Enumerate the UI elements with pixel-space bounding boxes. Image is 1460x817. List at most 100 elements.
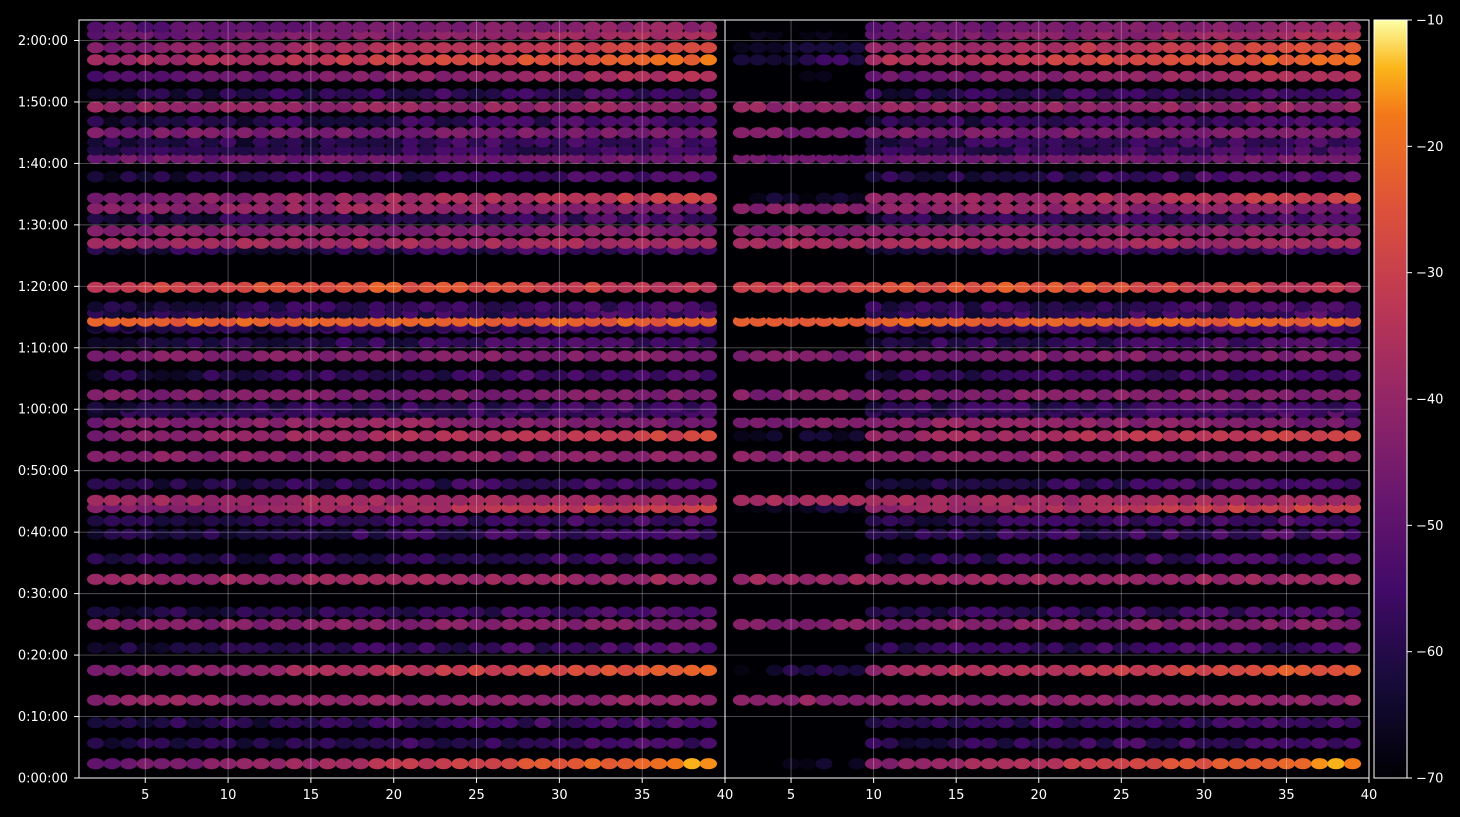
heatmap-cell xyxy=(699,369,718,381)
heatmap-cell xyxy=(202,101,221,113)
heatmap-cell xyxy=(517,88,535,100)
heatmap-cell xyxy=(699,213,718,225)
heatmap-cell xyxy=(865,171,883,183)
heatmap-cell xyxy=(269,515,287,527)
heatmap-cell xyxy=(136,642,154,654)
heatmap-cell xyxy=(997,315,1015,327)
heatmap-cell xyxy=(318,281,337,293)
heatmap-cell xyxy=(467,664,486,677)
heatmap-cell xyxy=(914,237,932,249)
heatmap-cell xyxy=(534,553,552,565)
heatmap-cell xyxy=(799,642,817,654)
heatmap-cell xyxy=(1228,152,1246,164)
heatmap-cell xyxy=(666,573,684,585)
heatmap-cell xyxy=(1211,301,1229,313)
heatmap-cell xyxy=(617,369,635,381)
heatmap-cell xyxy=(683,202,701,215)
heatmap-cell xyxy=(666,42,684,54)
heatmap-cell xyxy=(120,136,138,148)
heatmap-cell xyxy=(782,144,800,156)
heatmap-cell xyxy=(1096,450,1114,462)
heatmap-cell xyxy=(484,494,502,506)
heatmap-cell xyxy=(418,315,436,327)
heatmap-cell xyxy=(699,337,718,349)
heatmap-cell xyxy=(87,127,105,139)
heatmap-cell xyxy=(765,717,784,729)
heatmap-cell xyxy=(285,515,303,527)
heatmap-cell xyxy=(335,115,353,127)
heatmap-cell xyxy=(633,478,651,490)
heatmap-cell xyxy=(881,494,899,506)
heatmap-cell xyxy=(120,101,138,113)
heatmap-cell xyxy=(1277,642,1295,654)
heatmap-cell xyxy=(1195,573,1213,585)
heatmap-cell xyxy=(1310,213,1329,225)
heatmap-cell xyxy=(103,202,121,215)
heatmap-cell xyxy=(1013,315,1031,327)
heatmap-cell xyxy=(1294,664,1312,677)
heatmap-cell xyxy=(1013,192,1031,204)
heatmap-cell xyxy=(285,417,303,429)
heatmap-cell xyxy=(600,171,618,183)
heatmap-cell xyxy=(765,478,784,490)
heatmap-cell xyxy=(501,144,519,156)
heatmap-cell xyxy=(1145,136,1163,148)
heatmap-cell xyxy=(1162,642,1180,654)
heatmap-cell xyxy=(947,144,965,156)
heatmap-cell xyxy=(1096,528,1114,540)
heatmap-cell xyxy=(285,315,303,327)
heatmap-cell xyxy=(1129,401,1147,413)
heatmap-cell xyxy=(517,573,535,585)
heatmap-cell xyxy=(186,369,204,381)
heatmap-cell xyxy=(1294,115,1312,127)
heatmap-cell xyxy=(997,88,1015,100)
heatmap-cell xyxy=(1178,553,1196,565)
heatmap-cell xyxy=(1211,88,1229,100)
heatmap-cell xyxy=(434,144,452,156)
heatmap-cell xyxy=(335,213,353,225)
heatmap-cell xyxy=(799,389,817,401)
heatmap-cell xyxy=(285,369,303,381)
heatmap-cell xyxy=(302,136,320,148)
heatmap-cell xyxy=(1310,664,1329,677)
heatmap-cell xyxy=(1079,301,1097,313)
heatmap-cell xyxy=(186,528,204,540)
heatmap-cell xyxy=(699,301,718,313)
heatmap-cell xyxy=(1013,237,1031,249)
heatmap-cell xyxy=(1129,515,1147,527)
heatmap-cell xyxy=(87,350,105,362)
heatmap-cell xyxy=(451,192,469,204)
heatmap-cell xyxy=(997,758,1015,770)
heatmap-cell xyxy=(732,301,751,313)
heatmap-cell xyxy=(567,573,585,585)
heatmap-cell xyxy=(120,389,138,401)
heatmap-cell xyxy=(633,618,651,631)
heatmap-cell xyxy=(1261,417,1279,429)
heatmap-cell xyxy=(385,127,403,139)
heatmap-cell xyxy=(1261,401,1279,413)
heatmap-cell xyxy=(583,225,602,237)
heatmap-cell xyxy=(947,225,965,237)
heatmap-cell xyxy=(914,573,932,585)
heatmap-cell xyxy=(153,70,171,82)
heatmap-cell xyxy=(1162,478,1180,490)
heatmap-cell xyxy=(1112,54,1130,66)
heatmap-cell xyxy=(517,301,535,313)
heatmap-cell xyxy=(534,54,552,66)
heatmap-cell xyxy=(1063,573,1081,585)
heatmap-cell xyxy=(1112,618,1130,631)
heatmap-cell xyxy=(666,478,684,490)
heatmap-cell xyxy=(186,573,204,585)
heatmap-cell xyxy=(385,553,403,565)
colorbar: −70−60−50−40−30−20−10 xyxy=(1373,14,1443,787)
heatmap-cell xyxy=(650,642,668,654)
heatmap-cell xyxy=(567,618,585,631)
heatmap-cell xyxy=(964,101,982,113)
heatmap-cell xyxy=(517,237,535,249)
heatmap-cell xyxy=(1261,553,1279,565)
heatmap-cell xyxy=(501,127,519,139)
heatmap-cell xyxy=(219,144,237,156)
heatmap-cell xyxy=(964,642,982,654)
heatmap-cell xyxy=(633,337,651,349)
heatmap-cell xyxy=(550,101,569,113)
